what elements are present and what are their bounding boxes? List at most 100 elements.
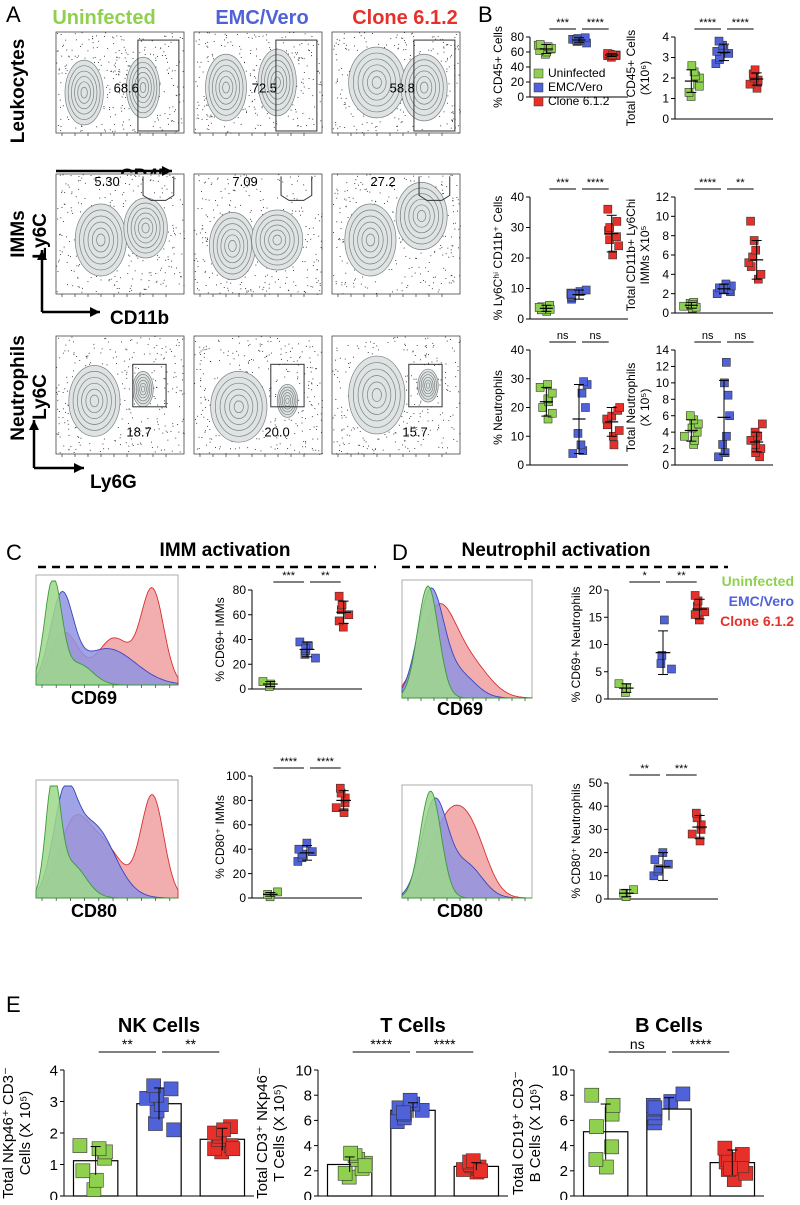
- y-tick-label: 0: [560, 1188, 568, 1200]
- flow-event-dot: [61, 55, 63, 57]
- flow-event-dot: [390, 38, 392, 40]
- flow-event-dot: [215, 435, 217, 437]
- flow-event-dot: [268, 368, 269, 370]
- flow-event-dot: [457, 199, 459, 201]
- flow-event-dot: [64, 350, 66, 352]
- legend-label: Uninfected: [548, 66, 605, 80]
- flow-event-dot: [438, 424, 440, 426]
- flow-event-dot: [206, 128, 208, 130]
- flow-event-dot: [319, 290, 321, 292]
- flow-event-dot: [335, 359, 336, 361]
- flow-event-dot: [312, 438, 314, 440]
- flow-event-dot: [106, 364, 108, 366]
- y-tick-label: 20: [589, 846, 603, 860]
- flow-event-dot: [225, 37, 227, 39]
- flow-event-dot: [341, 89, 343, 91]
- flow-event-dot: [208, 129, 210, 130]
- flow-contour: [81, 382, 108, 419]
- flow-event-dot: [300, 214, 301, 216]
- y-tick-label: 10: [589, 638, 603, 652]
- flow-event-dot: [362, 276, 364, 278]
- flow-event-dot: [338, 44, 340, 45]
- significance-label: **: [122, 1036, 133, 1052]
- flow-event-dot: [442, 447, 443, 449]
- flow-event-dot: [81, 130, 83, 132]
- flow-event-dot: [223, 352, 225, 354]
- flow-event-dot: [318, 84, 320, 85]
- data-point: [714, 36, 724, 46]
- flow-event-dot: [157, 446, 159, 448]
- flow-event-dot: [288, 418, 290, 420]
- flow-event-dot: [240, 124, 242, 125]
- flow-event-dot: [433, 36, 435, 38]
- flow-event-dot: [67, 404, 69, 406]
- flow-event-dot: [232, 352, 234, 354]
- significance-label: **: [185, 1036, 196, 1052]
- flow-event-dot: [68, 428, 70, 430]
- flow-event-dot: [90, 175, 92, 176]
- flow-event-dot: [198, 180, 200, 182]
- flow-contour: [74, 203, 127, 277]
- flow-event-dot: [105, 32, 106, 34]
- flow-event-dot: [334, 192, 336, 194]
- flow-event-dot: [175, 94, 177, 96]
- flow-event-dot: [147, 418, 149, 420]
- flow-event-dot: [173, 85, 175, 86]
- flow-contour: [362, 64, 392, 101]
- flow-event-dot: [220, 191, 222, 192]
- data-point: [720, 448, 730, 457]
- flow-event-dot: [59, 250, 61, 252]
- flow-event-dot: [182, 373, 184, 374]
- flow-event-dot: [416, 429, 418, 430]
- y-tick-label: 12: [656, 360, 670, 374]
- flow-event-dot: [180, 359, 182, 361]
- flow-event-dot: [297, 117, 298, 119]
- flow-event-dot: [449, 90, 451, 92]
- flow-event-dot: [308, 381, 310, 383]
- flow-event-dot: [62, 392, 64, 393]
- flow-event-dot: [413, 426, 415, 428]
- flow-event-dot: [195, 258, 197, 259]
- significance-label: ns: [702, 330, 714, 342]
- flow-event-dot: [224, 188, 226, 190]
- flow-contour: [257, 48, 297, 117]
- flow-event-dot: [174, 363, 176, 364]
- flow-event-dot: [71, 210, 73, 212]
- flow-event-dot: [344, 102, 346, 103]
- flow-event-dot: [173, 246, 175, 248]
- flow-event-dot: [336, 78, 338, 80]
- y-axis-label-line2: IMMs X10⁵: [638, 225, 652, 284]
- flow-event-dot: [318, 450, 320, 452]
- data-point: [89, 1172, 104, 1188]
- flow-event-dot: [406, 412, 408, 413]
- flow-event-dot: [226, 132, 228, 133]
- flow-event-dot: [151, 372, 153, 374]
- flow-event-dot: [119, 403, 121, 405]
- flow-contour: [352, 215, 388, 265]
- flow-event-dot: [406, 403, 408, 405]
- flow-event-dot: [265, 275, 267, 277]
- flow-event-dot: [78, 188, 80, 190]
- flow-event-dot: [345, 205, 347, 207]
- flow-event-dot: [277, 197, 278, 199]
- flow-event-dot: [301, 422, 303, 424]
- flow-event-dot: [420, 400, 422, 402]
- flow-event-dot: [59, 99, 61, 101]
- flow-event-dot: [194, 253, 196, 255]
- flow-event-dot: [155, 46, 156, 48]
- flow-event-dot: [56, 265, 58, 267]
- flow-event-dot: [63, 221, 64, 222]
- flow-event-dot: [248, 345, 249, 347]
- flow-event-dot: [244, 276, 246, 278]
- flow-event-dot: [56, 62, 58, 64]
- flow-event-dot: [109, 92, 111, 93]
- flow-event-dot: [297, 378, 298, 380]
- y-tick-label: 0: [50, 1188, 58, 1200]
- flow-event-dot: [200, 385, 202, 387]
- flow-event-dot: [357, 175, 358, 177]
- flow-event-dot: [411, 375, 412, 377]
- flow-event-dot: [56, 366, 57, 368]
